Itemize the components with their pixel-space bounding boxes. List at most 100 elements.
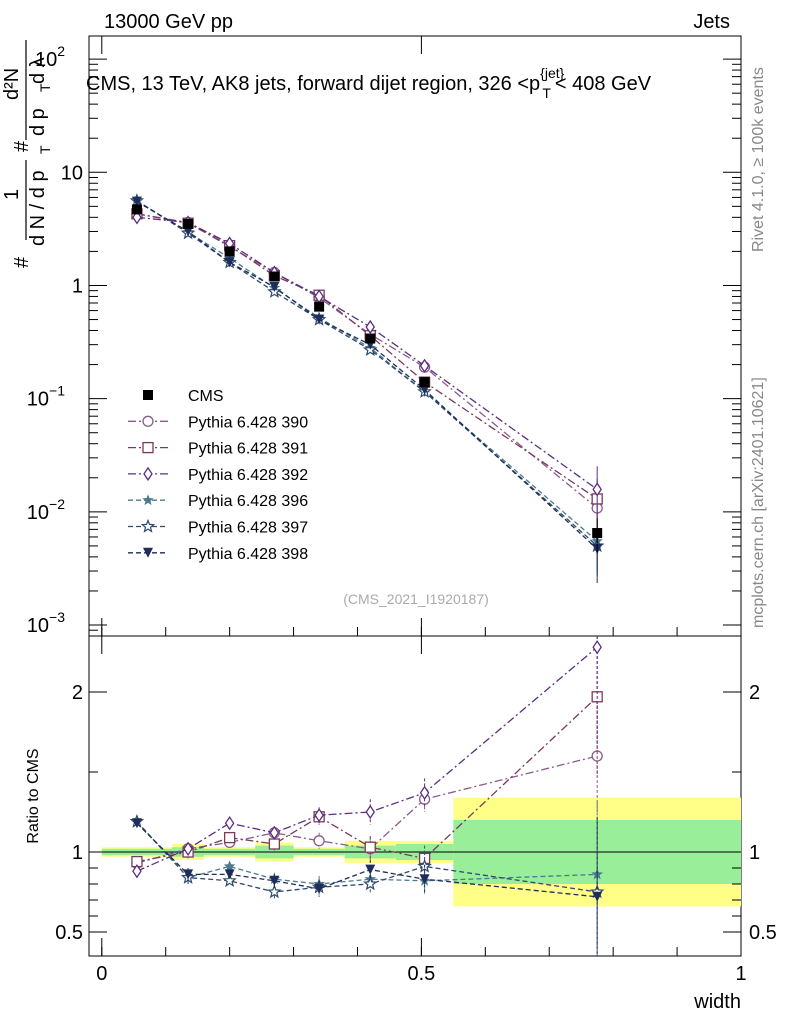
ratio-axis-ticks: 0 0.5 10.5 0.51 12 2: [55, 636, 777, 985]
ratio-line: [136, 821, 598, 885]
y-axis-label-top: # 1 d N / d p T # d²N d p T d λ: [1, 40, 53, 268]
cms-data-point: [269, 271, 280, 282]
ratio-point: [224, 816, 235, 831]
ratio-point: [268, 838, 281, 850]
ratio-point: [592, 640, 602, 655]
data-point: [183, 226, 194, 237]
ratio-point: [183, 869, 194, 880]
chart-title-sup: {jet}: [540, 65, 564, 81]
ratio-point: [314, 883, 325, 894]
series-line: [136, 213, 598, 509]
ratio-y-tick-label: 1: [72, 842, 83, 864]
ratio-point: [183, 841, 193, 856]
ratio-series-6: [131, 816, 603, 956]
legend-item-6: Pythia 6.428 398: [128, 546, 308, 563]
ratio-y-tick-label: 0.5: [55, 922, 83, 944]
y-tick-label: 10−3: [27, 609, 65, 637]
series-line: [136, 200, 598, 542]
legend-marker: [142, 415, 154, 427]
ratio-line: [136, 755, 598, 864]
ratio-point: [269, 875, 280, 886]
x-tick-label: 0.5: [407, 963, 435, 985]
ratio-point: [223, 860, 236, 872]
ratio-plot-frame: [88, 635, 742, 957]
ratio-y-tick-label: 2: [72, 682, 83, 704]
ratio-point: [419, 874, 430, 885]
data-point: [592, 482, 602, 497]
y-tick-label: 102: [35, 43, 65, 71]
legend-item-cms: CMS: [143, 388, 224, 405]
data-point: [419, 358, 430, 374]
cms-data-point: [419, 377, 430, 388]
data-point: [419, 384, 430, 395]
cms-data-series: [131, 204, 603, 554]
ratio-point: [223, 831, 236, 844]
ratio-point: [314, 808, 324, 823]
ratio-point: [132, 864, 142, 879]
ratio-point: [131, 818, 142, 829]
analysis-watermark: (CMS_2021_I1920187): [343, 591, 489, 607]
chart-title-prefix: CMS, 13 TeV, AK8 jets, forward dijet reg…: [86, 73, 540, 95]
ratio-point: [269, 825, 280, 840]
ratio-line: [136, 822, 598, 898]
legend-label: Pythia 6.428 390: [188, 414, 308, 431]
ylabel-frac2-num: d²N: [1, 68, 23, 100]
cms-data-point: [224, 246, 235, 257]
legend-label: CMS: [188, 388, 224, 405]
legend: CMS Pythia 6.428 390 Pythia 6.428 391 Pythi…: [128, 388, 308, 563]
ratio-point: [222, 873, 237, 888]
ratio-y-tick-label-right: 1: [749, 842, 760, 864]
series-line: [136, 216, 598, 490]
legend-label: Pythia 6.428 391: [188, 441, 308, 458]
ratio-point: [313, 835, 325, 847]
cms-data-point: [131, 204, 142, 215]
data-point: [224, 257, 235, 268]
mcplots-label: mcplots.cern.ch [arXiv:2401.10621]: [750, 377, 767, 628]
data-point: [365, 319, 376, 335]
ratio-y-tick-label-right: 0.5: [749, 922, 777, 944]
ylabel-frac2-den2: d λ: [27, 57, 49, 84]
ylabel-frac2-sub: T: [37, 83, 53, 92]
legend-label: Pythia 6.428 396: [188, 493, 308, 510]
ratio-point: [592, 891, 603, 902]
ratio-point: [419, 785, 430, 800]
data-point: [269, 281, 280, 292]
legend-item-5: Pythia 6.428 397: [128, 518, 308, 537]
header-right: Jets: [693, 11, 730, 33]
legend-marker: [143, 466, 153, 482]
chart-title-suffix: < 408 GeV: [555, 73, 652, 95]
header-left: 13000 GeV pp: [104, 11, 233, 33]
ratio-y-tick-label-right: 2: [749, 682, 760, 704]
series-line: [136, 213, 598, 500]
series-3: [132, 210, 602, 535]
series-line: [136, 201, 598, 550]
ylabel-hash-2: #: [11, 140, 33, 152]
ratio-point: [224, 869, 235, 880]
data-point: [131, 196, 142, 207]
legend-item-2: Pythia 6.428 391: [128, 441, 308, 458]
series-4: [131, 194, 603, 571]
ylabel-frac1-sub: T: [37, 145, 53, 154]
x-tick-label: 1: [735, 963, 746, 985]
top-axis-ticks: 10−3 10−2 10−1 1 10 102: [27, 36, 742, 637]
ratio-point: [267, 884, 282, 899]
legend-item-4: Pythia 6.428 396: [128, 493, 308, 510]
ylabel-frac1-num: 1: [1, 189, 23, 200]
series-5: [129, 193, 605, 576]
legend-marker: [140, 518, 156, 533]
ratio-line: [136, 696, 598, 863]
cms-data-point: [314, 301, 325, 312]
y-axis-label-ratio: Ratio to CMS: [25, 748, 42, 843]
ratio-point: [365, 804, 376, 820]
ratio-line: [136, 821, 598, 893]
legend-label: Pythia 6.428 392: [188, 467, 308, 484]
ylabel-frac1-den: d N / d p: [27, 170, 49, 246]
y-tick-label: 10: [61, 162, 83, 184]
x-axis-label: width: [693, 991, 741, 1013]
legend-marker: [142, 494, 154, 506]
y-tick-label: 1: [72, 275, 83, 297]
legend-marker: [143, 547, 153, 558]
cms-data-point: [592, 528, 603, 539]
legend-item-1: Pythia 6.428 390: [128, 414, 308, 431]
